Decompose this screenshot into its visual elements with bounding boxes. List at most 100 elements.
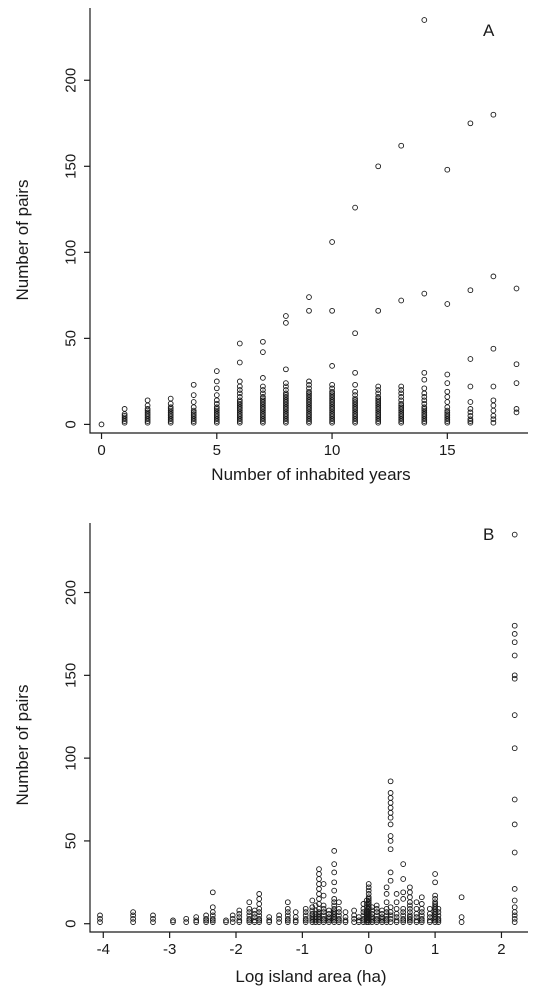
panel-b-data-point bbox=[209, 889, 216, 896]
panel-a-data-point bbox=[213, 404, 220, 411]
panel-b-data-point bbox=[387, 790, 394, 796]
panel-a-y-tick-label: 100 bbox=[63, 240, 80, 265]
panel-b-data-point bbox=[251, 907, 258, 914]
panel-b-data-point bbox=[365, 884, 372, 891]
panel-a-data-point bbox=[213, 368, 220, 374]
panel-b-data-point bbox=[373, 919, 380, 925]
panel-b-data-point bbox=[400, 876, 407, 882]
panel-b-data-point bbox=[236, 917, 243, 924]
panel-b-data-point bbox=[316, 871, 322, 877]
panel-b-data-point bbox=[326, 914, 332, 920]
panel-b-y-tick-label: 200 bbox=[63, 580, 80, 605]
panel-a-data-point bbox=[306, 294, 312, 300]
panel-a-data-point bbox=[352, 388, 358, 395]
panel-b-data-point bbox=[320, 902, 327, 909]
panel-b-data-point bbox=[407, 884, 413, 891]
panel-a-data-point bbox=[121, 406, 128, 412]
panel-a-data-point bbox=[190, 404, 197, 411]
panel-a-data-point bbox=[467, 416, 474, 423]
panel-b-data-point bbox=[150, 919, 156, 925]
panel-b-data-point bbox=[511, 849, 518, 856]
panel-a-data-point bbox=[421, 290, 428, 297]
panel-b-data-point bbox=[284, 899, 291, 906]
panel-a-data-point bbox=[421, 400, 428, 407]
panel-b-data-point bbox=[373, 915, 380, 922]
panel-a-data-point bbox=[260, 390, 266, 397]
panel-b-data-point bbox=[407, 902, 413, 909]
panel-b-data-point bbox=[400, 915, 407, 922]
panel-a-data-point bbox=[213, 397, 220, 404]
panel-b-data-point bbox=[511, 821, 518, 828]
panel-b-data-point bbox=[342, 914, 349, 920]
panel-a-data-point bbox=[98, 421, 105, 428]
panel-a: A Number of inhabited years Number of pa… bbox=[13, 8, 528, 484]
panel-b-data-point bbox=[320, 892, 327, 899]
panel-a-data-point bbox=[306, 388, 312, 395]
panel-a-data-point bbox=[467, 399, 474, 405]
panel-b-data-point bbox=[284, 919, 291, 925]
panel-b-data-point bbox=[355, 914, 362, 920]
panel-b-data-point bbox=[246, 909, 253, 915]
panel-a-x-tick-label: 10 bbox=[324, 442, 341, 459]
panel-b-data-point bbox=[383, 915, 390, 922]
panel-b-data-point bbox=[511, 912, 518, 919]
panel-b-data-point bbox=[413, 917, 420, 924]
panel-b-data-point bbox=[413, 914, 420, 920]
panel-b-y-tick-label: 0 bbox=[63, 920, 80, 928]
panel-a-data-point bbox=[444, 411, 451, 417]
panel-b-data-point bbox=[316, 876, 322, 882]
panel-a-data-point bbox=[167, 395, 174, 402]
panel-a-data-point bbox=[260, 349, 266, 355]
panel-b-y-axis-label: Number of pairs bbox=[13, 685, 32, 806]
panel-b-data-point bbox=[387, 915, 394, 922]
panel-a-data-point bbox=[329, 388, 335, 395]
panel-b-data-point bbox=[511, 915, 518, 922]
panel-b-data-point bbox=[276, 919, 282, 925]
panel-b-data-point bbox=[246, 919, 253, 925]
panel-a-data-point bbox=[375, 390, 382, 397]
panel-b-data-point bbox=[256, 901, 263, 907]
panel-b-data-point bbox=[236, 907, 243, 914]
panel-a-data-point bbox=[213, 385, 220, 392]
panel-a-data-point bbox=[260, 338, 266, 345]
panel-a-x-axis-label: Number of inhabited years bbox=[211, 465, 410, 484]
panel-b-data-point bbox=[435, 905, 442, 912]
panel-a-label: A bbox=[483, 21, 495, 40]
panel-a-data-point bbox=[467, 412, 474, 419]
panel-b-data-point bbox=[326, 907, 332, 914]
panel-b-data-point bbox=[292, 917, 299, 924]
panel-a-data-point bbox=[398, 142, 405, 149]
panel-b-x-axis-label: Log island area (ha) bbox=[235, 967, 386, 986]
panel-b-data-point bbox=[331, 861, 338, 867]
panel-a-data-point bbox=[167, 404, 174, 411]
panel-b-data-point bbox=[407, 912, 413, 919]
panel-b-data-point bbox=[302, 915, 309, 922]
panel-a-data-point bbox=[167, 407, 174, 414]
panel-a-data-point bbox=[306, 381, 312, 388]
panel-b-data-point bbox=[400, 912, 407, 919]
panel-b-data-point bbox=[511, 531, 518, 538]
panel-b-data-point bbox=[418, 919, 425, 925]
panel-b-data-point bbox=[426, 905, 433, 912]
panel-a-data-point bbox=[467, 409, 474, 416]
panel-b-data-point bbox=[511, 909, 518, 915]
panel-b-data-point bbox=[393, 905, 400, 912]
panel-a-data-point bbox=[283, 394, 289, 400]
panel-a-y-axis-label: Number of pairs bbox=[13, 180, 32, 301]
panel-b-data-point bbox=[302, 919, 309, 925]
panel-b-data-point bbox=[458, 914, 465, 920]
panel-b-data-point bbox=[365, 887, 372, 894]
panel-a-data-point bbox=[352, 330, 358, 337]
panel-b-data-point bbox=[432, 892, 438, 899]
panel-b-data-point bbox=[458, 894, 465, 901]
panel-b-data-point bbox=[130, 909, 136, 915]
panel-b-data-point bbox=[387, 904, 394, 911]
panel-a-data-point bbox=[513, 406, 520, 412]
panel-b-data-point bbox=[331, 896, 338, 902]
panel-a-data-point bbox=[283, 320, 289, 326]
panel-b-data-point bbox=[418, 905, 425, 912]
panel-b-data-point bbox=[266, 917, 273, 924]
panel-a-data-point bbox=[236, 359, 243, 366]
panel-b-data-point bbox=[292, 914, 299, 920]
panel-b-data-point bbox=[256, 919, 263, 925]
